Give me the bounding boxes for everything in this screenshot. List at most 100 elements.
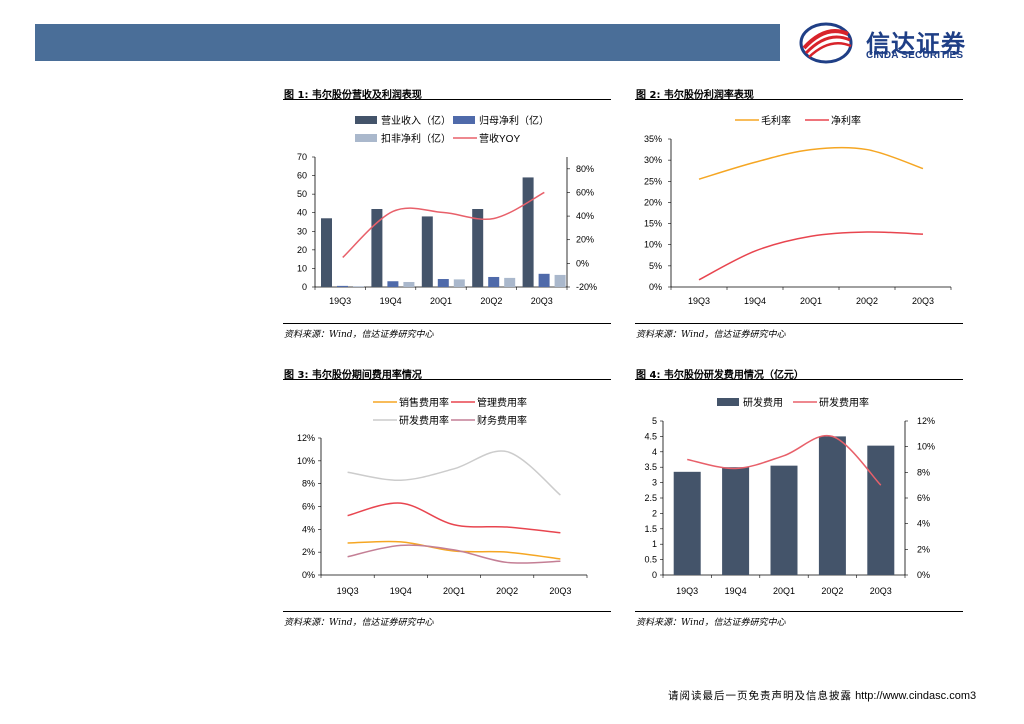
- chart-3-y-tick-label: 0%: [302, 570, 315, 580]
- chart-3-y-tick-label: 4%: [302, 524, 315, 534]
- chart-4-y-tick-label: 4: [652, 447, 657, 457]
- figure-3-top-rule: [283, 379, 611, 380]
- figure-1-bottom-rule: [283, 323, 611, 324]
- chart-4-y-tick-label: 2: [652, 508, 657, 518]
- chart-4-x-tick-label: 20Q1: [773, 586, 795, 596]
- chart-4: 研发费用 研发费用率 0 0.5 1 1.5 2 2.5 3 3.5 4 4.5 5 0% 2% 4% 6% 8%…: [644, 396, 935, 596]
- chart-4-legend-swatch-0: [717, 398, 739, 406]
- chart-2: 毛利率 净利率 0% 5% 10% 15% 20% 25% 30% 35% 19Q3 19Q4 20Q1…: [644, 114, 952, 306]
- chart-2-x-tick-label: 19Q3: [688, 296, 710, 306]
- chart-4-y2-tick-label: 4%: [917, 519, 930, 529]
- chart-3-y-tick-label: 12%: [297, 433, 315, 443]
- chart-4-bar: [867, 445, 895, 575]
- chart-4-legend-label-1: 研发费用率: [819, 396, 869, 409]
- chart-4-x-tick-label: 19Q3: [676, 586, 698, 596]
- chart-2-x-tick-label: 20Q1: [800, 296, 822, 306]
- chart-1-bar: [371, 209, 383, 287]
- chart-2-y-tick-label: 10%: [644, 240, 662, 250]
- chart-4-legend-label-0: 研发费用: [743, 396, 783, 409]
- brand-name-cn: 信达证券: [866, 30, 966, 58]
- figure-1-title: 图 1: 韦尔股份营收及利润表现: [284, 90, 422, 101]
- chart-2-y-tick-label: 35%: [644, 134, 662, 144]
- chart-1-legend-label-1: 归母净利（亿）: [479, 114, 549, 127]
- chart-1-bar: [387, 281, 399, 287]
- chart-1-x-tick-label: 19Q3: [329, 296, 351, 306]
- chart-3-y-tick-label: 6%: [302, 502, 315, 512]
- chart-4-y2-tick-label: 12%: [917, 416, 935, 426]
- chart-4-y-tick-label: 1.5: [644, 524, 657, 534]
- chart-1-bar: [522, 177, 534, 287]
- chart-4-bar: [818, 436, 846, 575]
- chart-1-legend-label-3: 营收YOY: [479, 132, 520, 145]
- chart-1-bar: [337, 285, 348, 287]
- figure-3-bottom-rule: [283, 611, 611, 612]
- chart-4-y2-tick-label: 8%: [917, 467, 930, 477]
- figure-2-bottom-rule: [635, 323, 963, 324]
- chart-2-x-tick-label: 20Q3: [912, 296, 934, 306]
- footer-url[interactable]: http://www.cindasc.com: [855, 690, 970, 702]
- chart-1-x-tick-label: 19Q4: [380, 296, 402, 306]
- chart-1-y-tick-label: 10: [297, 263, 307, 273]
- chart-1-legend-swatch-1: [453, 116, 475, 124]
- chart-1-y-tick-label: 20: [297, 245, 307, 255]
- chart-1-line-yoy: [342, 191, 545, 259]
- chart-3-legend-label-2: 研发费用率: [399, 414, 449, 427]
- chart-2-y-tick-label: 25%: [644, 176, 662, 186]
- chart-4-bar: [770, 465, 798, 575]
- chart-1-bar: [403, 281, 415, 287]
- chart-3-x-tick-label: 19Q3: [337, 586, 359, 596]
- chart-4-line-ratio: [687, 434, 882, 486]
- chart-1-bar: [472, 209, 484, 287]
- chart-4-y-tick-label: 0.5: [644, 555, 657, 565]
- chart-1-y-tick-label: 50: [297, 189, 307, 199]
- chart-4-x-tick-label: 19Q4: [725, 586, 747, 596]
- chart-4-y-tick-label: 5: [652, 416, 657, 426]
- chart-1-y2-tick-label: 20%: [576, 235, 594, 245]
- chart-4-x-tick-label: 20Q3: [870, 586, 892, 596]
- page-number: 3: [970, 690, 977, 702]
- chart-2-y-tick-label: 15%: [644, 219, 662, 229]
- chart-1-x-tick-label: 20Q1: [430, 296, 452, 306]
- chart-4-y2-tick-label: 6%: [917, 493, 930, 503]
- chart-3-x-tick-label: 20Q2: [496, 586, 518, 596]
- chart-3-line-0: [347, 540, 561, 560]
- figure-4-source: 资料来源：Wind，信达证券研究中心: [636, 618, 786, 628]
- chart-4-bar: [722, 467, 750, 575]
- chart-1-legend-swatch-2: [355, 134, 377, 142]
- chart-1-y-tick-label: 40: [297, 208, 307, 218]
- chart-1: 营业收入（亿） 归母净利（亿） 扣非净利（亿） 营收YOY 0 10 20 30 40 50 60 7…: [297, 114, 597, 306]
- figure-4-title: 图 4: 韦尔股份研发费用情况（亿元）: [636, 370, 804, 381]
- chart-3-line-2: [347, 450, 561, 496]
- cinda-logo-icon: [799, 22, 853, 64]
- chart-1-bar: [453, 279, 465, 287]
- figure-3-title: 图 3: 韦尔股份期间费用率情况: [284, 370, 422, 381]
- chart-3-x-tick-label: 20Q1: [443, 586, 465, 596]
- chart-1-legend-label-2: 扣非净利（亿）: [381, 132, 451, 145]
- chart-3-y-tick-label: 8%: [302, 479, 315, 489]
- chart-1-y2-tick-label: -20%: [576, 282, 597, 292]
- chart-1-bar: [421, 216, 433, 287]
- chart-1-x-tick-label: 20Q2: [480, 296, 502, 306]
- chart-1-y-tick-label: 60: [297, 171, 307, 181]
- chart-2-line-1: [698, 231, 924, 281]
- chart-3-y-tick-label: 2%: [302, 547, 315, 557]
- chart-4-y2-tick-label: 10%: [917, 442, 935, 452]
- chart-4-y-tick-label: 1: [652, 539, 657, 549]
- chart-3-line-3: [347, 544, 561, 564]
- chart-2-y-tick-label: 30%: [644, 155, 662, 165]
- chart-1-bar: [488, 276, 500, 287]
- chart-2-line-0: [698, 146, 924, 180]
- figure-1-source: 资料来源：Wind，信达证券研究中心: [284, 330, 434, 340]
- chart-1-bar: [321, 218, 332, 287]
- chart-2-y-tick-label: 5%: [649, 261, 662, 271]
- chart-3-legend-label-1: 管理费用率: [477, 396, 527, 409]
- figure-2-source: 资料来源：Wind，信达证券研究中心: [636, 330, 786, 340]
- footer: 请阅读最后一页免责声明及信息披露 http://www.cindasc.com3: [668, 688, 976, 703]
- chart-4-bar: [673, 471, 701, 575]
- chart-1-bar: [504, 277, 516, 287]
- chart-1-bar: [437, 279, 449, 287]
- figure-2-top-rule: [635, 99, 963, 100]
- header-bar: [35, 24, 780, 61]
- chart-1-y2-tick-label: 80%: [576, 164, 594, 174]
